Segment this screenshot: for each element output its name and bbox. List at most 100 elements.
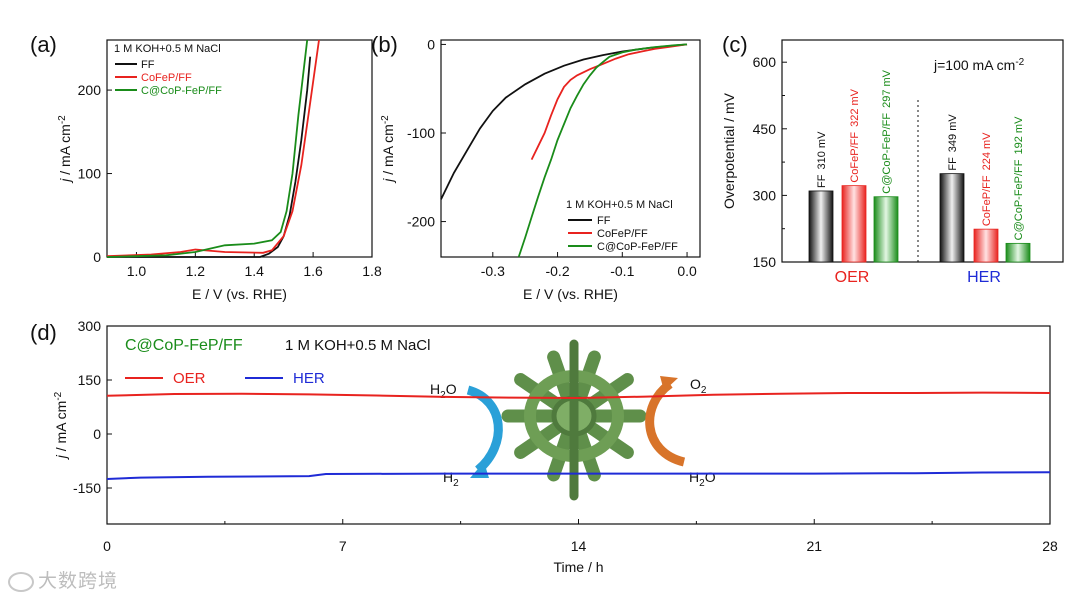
bar-label-value: 224 mV [981,132,993,171]
y-tick-label: 100 [78,166,102,182]
bar [873,196,899,263]
x-tick-label: 1.8 [362,263,382,279]
watermark: 大数跨境 [8,566,118,593]
panel-d: (d) 0 7 14 21 28 300 150 0 -150 Time / h j / mA cm-… [30,318,1058,575]
legend-label: C@CoP-FeP/FF [141,85,222,97]
chem-subscript: 2 [453,478,459,489]
bar-label: FF 310 mV [816,131,828,188]
chem-subscript: 2 [699,478,705,489]
x-tick-label: 1.0 [127,263,147,279]
x-tick-label: -0.1 [610,263,634,279]
series-line [530,43,688,160]
bar [808,190,834,263]
x-tick-label: 1.4 [244,263,264,279]
y-tick-label: 150 [753,254,777,270]
y-tick-label: -200 [407,214,435,230]
chem-part: O [690,376,701,392]
bar-label-name: CoFeP/FF [849,132,861,183]
panel-b: (b) -0.3 -0.2 -0.1 0.0 0 -100 -200 E / V (vs. RH… [371,32,701,302]
panel-c: (c) 150 300 450 600 Overpotential / mV j=100 m… [721,32,1064,286]
y-axis-label: j / mA cm-2 [53,391,69,460]
x-tick-label: -0.3 [481,263,505,279]
bar-label-value: 349 mV [947,114,959,153]
x-tick-label: 14 [571,538,587,554]
x-tick-label: 1.6 [303,263,323,279]
legend-title: 1 M KOH+0.5 M NaCl [566,199,673,211]
y-tick-label: 200 [78,82,102,98]
bar [939,173,965,263]
watermark-icon [8,571,34,592]
hydrogen-label: H2 [443,469,459,489]
group-label: HER [967,269,1001,286]
chem-part: H [443,469,453,485]
x-tick-label: 0.0 [677,263,697,279]
x-axis-label: E / V (vs. RHE) [523,286,618,302]
superscript: -2 [1015,57,1024,68]
plot-frame [781,39,1064,263]
y-axis-label: j / mA cm-2 [380,115,396,184]
chem-part: O [446,381,457,397]
x-tick-label: 0 [103,538,111,554]
panel-label: (a) [30,32,57,57]
group-label: OER [835,269,870,286]
y-tick-label: -150 [73,480,101,496]
bar-label-value: 297 mV [881,69,893,108]
legend-label: HER [293,370,325,387]
y-axis-label: Overpotential / mV [721,92,737,209]
y-tick-label: 0 [93,426,101,442]
text-part: / mA cm [57,124,73,178]
bar-label-name: C@CoP-FeP/FF [1013,159,1025,240]
legend-title: 1 M KOH+0.5 M NaCl [114,43,221,55]
chart-title: C@CoP-FeP/FF [125,337,243,354]
text-part: / mA cm [380,124,396,178]
legend-label: CoFeP/FF [141,72,192,84]
y-tick-label: 300 [753,187,777,203]
bar-label-value: 310 mV [816,131,828,170]
superscript: -2 [380,115,391,124]
bar-label-name: FF [947,157,959,171]
bar-label-value: 192 mV [1013,116,1025,155]
bar [1005,242,1031,263]
legend-label: FF [141,59,155,71]
text-part: j [53,454,69,460]
x-tick-label: 21 [806,538,822,554]
oxygen-label: O2 [690,376,707,396]
text-part: j [380,178,396,184]
legend-label: OER [173,370,206,387]
chem-part: O [705,469,716,485]
bar-label: FF 349 mV [947,114,959,171]
panel-label: (c) [722,32,748,57]
x-axis-label: Time / h [553,559,603,575]
water-label: H2O [430,381,457,401]
y-axis-label: j / mA cm-2 [57,115,73,184]
bar-label: CoFeP/FF 224 mV [981,132,993,226]
chem-part: H [430,381,440,397]
bar-label: CoFeP/FF 322 mV [849,88,861,182]
series-line [106,39,309,258]
bar [973,228,999,263]
water-to-oxygen-arrow [645,380,686,467]
series-line [106,391,1051,400]
y-tick-label: 300 [78,318,102,334]
chart-subtitle: 1 M KOH+0.5 M NaCl [285,337,430,354]
superscript: -2 [53,391,64,400]
chem-subscript: 2 [440,390,446,401]
y-tick-label: -100 [407,125,435,141]
panel-a: (a) 1.0 1.2 1.4 1.6 1.8 0 100 200 E / V (vs. RHE)… [30,32,382,302]
water-label: H2O [689,469,716,489]
legend-label: CoFeP/FF [597,228,648,240]
series-line [106,39,320,258]
series-line [106,471,1051,480]
chem-subscript: 2 [701,385,707,396]
bar-label-name: C@CoP-FeP/FF [881,113,893,194]
x-axis-label: E / V (vs. RHE) [192,286,287,302]
bar-label: C@CoP-FeP/FF 192 mV [1013,116,1025,240]
text-part: j=100 mA cm [933,57,1015,73]
plot-frame [440,39,701,258]
chem-part: H [689,469,699,485]
panel-label: (d) [30,320,57,345]
bar-label-name: CoFeP/FF [981,175,993,226]
bar-label-value: 322 mV [849,88,861,127]
x-tick-label: 1.2 [186,263,206,279]
